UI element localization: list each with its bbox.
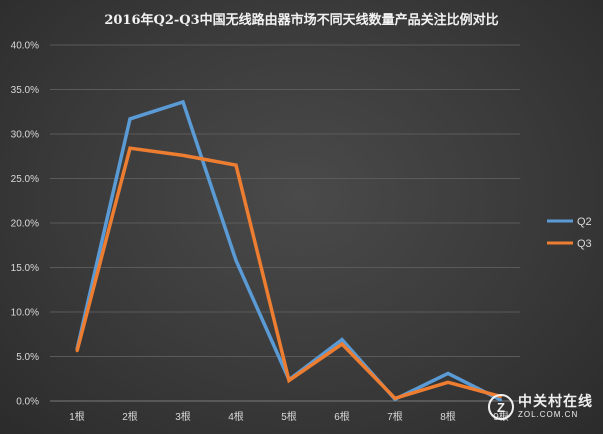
x-axis-ticks: 1根 2根 3根 4根 5根 6根 7根 8根 9根	[69, 410, 509, 423]
legend[interactable]: Q2 Q3	[547, 216, 592, 250]
series-line-q3	[75, 146, 502, 401]
data-point-q3	[181, 154, 185, 157]
x-tick-label: 4根	[228, 410, 244, 423]
x-tick-label: 7根	[387, 410, 403, 423]
y-tick-label: 5.0%	[16, 352, 39, 363]
data-point-q3	[75, 349, 79, 353]
series-lines	[75, 99, 503, 402]
gridlines	[50, 44, 520, 402]
data-point-q2	[128, 117, 132, 121]
y-tick-label: 15.0%	[11, 263, 39, 274]
watermark-en: ZOL.COM.CN	[518, 410, 579, 419]
y-axis-ticks: 0.0% 5.0% 10.0% 15.0% 20.0% 25.0% 30.0% 35.0% 40…	[11, 41, 39, 408]
x-tick-label: 2根	[122, 410, 138, 423]
x-tick-label: 6根	[334, 410, 350, 423]
y-tick-label: 30.0%	[11, 130, 39, 141]
y-tick-label: 35.0%	[11, 85, 39, 96]
series-line-q2	[75, 99, 502, 402]
legend-item-q3[interactable]: Q3	[547, 238, 592, 250]
zol-watermark-logo: Z 中关村在线 ZOL.COM.CN	[488, 394, 593, 420]
data-point-q3	[128, 147, 132, 150]
data-point-q2	[181, 100, 185, 104]
y-tick-label: 10.0%	[11, 308, 39, 319]
data-point-q2	[234, 259, 238, 262]
data-point-q3	[340, 342, 344, 346]
data-point-q2	[340, 338, 344, 341]
legend-item-q2[interactable]: Q2	[547, 216, 592, 228]
legend-label: Q2	[577, 216, 592, 228]
data-point-q3	[287, 379, 291, 382]
x-tick-label: 5根	[281, 410, 297, 423]
data-point-q3	[393, 397, 397, 400]
chart-title: 2016年Q2-Q3中国无线路由器市场不同天线数量产品关注比例对比	[104, 13, 499, 28]
watermark-cn: 中关村在线	[518, 394, 593, 410]
x-tick-label: 3根	[175, 410, 191, 423]
data-point-q2	[446, 372, 450, 375]
y-tick-label: 20.0%	[11, 219, 39, 230]
y-tick-label: 40.0%	[11, 41, 39, 52]
legend-label: Q3	[577, 238, 592, 250]
x-tick-label: 1根	[69, 410, 85, 423]
zol-logo-icon: Z	[488, 394, 514, 420]
data-point-q3	[234, 163, 238, 167]
y-tick-label: 25.0%	[11, 174, 39, 185]
data-point-q3	[446, 381, 450, 384]
x-tick-label: 8根	[440, 410, 456, 423]
y-tick-label: 0.0%	[16, 397, 39, 408]
